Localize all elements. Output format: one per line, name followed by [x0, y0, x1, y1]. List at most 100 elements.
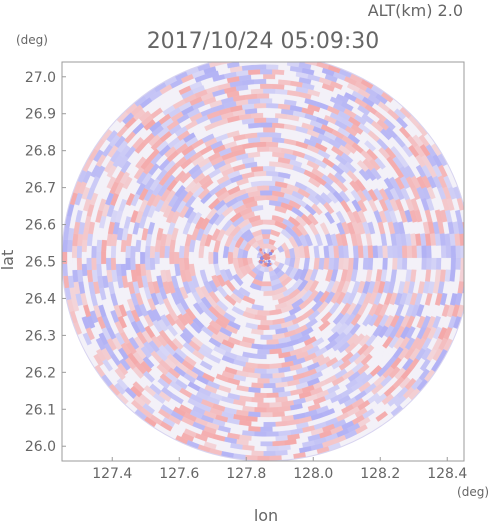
field-cell [250, 112, 264, 119]
field-cell [372, 257, 379, 271]
field-cell [250, 397, 264, 404]
field-cell [460, 245, 464, 258]
field-cell [436, 245, 442, 258]
field-cell [269, 55, 281, 60]
field-cell [66, 251, 72, 265]
y-tick-label: 26.6 [25, 218, 56, 234]
field-cell [445, 245, 452, 258]
field-cell [164, 257, 170, 271]
x-tick-label: 128.0 [293, 466, 333, 482]
x-unit-label: (deg) [457, 485, 489, 499]
field-cell [372, 245, 379, 258]
field-cell [259, 190, 273, 196]
field-cell [208, 251, 214, 265]
field-cell [445, 257, 452, 271]
field-cell [263, 88, 276, 94]
center-speckle [264, 262, 268, 266]
field-cell [263, 165, 276, 172]
field-cell [266, 117, 279, 124]
field-cell [149, 257, 156, 271]
y-tick-label: 27.0 [25, 70, 56, 86]
field-cell [62, 251, 68, 265]
field-cell [76, 245, 82, 258]
field-cell [387, 245, 394, 258]
field-cell [86, 257, 92, 271]
field-cell [401, 257, 408, 271]
field-cell [250, 73, 264, 80]
field-cell [440, 245, 447, 258]
field-cell [459, 209, 464, 223]
field-cell [263, 180, 276, 186]
y-tick-label: 26.9 [25, 107, 56, 123]
field-cell [261, 233, 271, 239]
field-cell [263, 436, 276, 442]
field-cell [250, 436, 264, 442]
field-cell [256, 107, 270, 114]
field-cell [256, 160, 270, 167]
field-cell [259, 151, 273, 157]
field-cell [227, 251, 233, 265]
y-tick-label: 26.4 [25, 291, 56, 307]
x-axis-label: lon [254, 506, 278, 521]
field-cell [459, 292, 464, 306]
field-cell [260, 98, 273, 104]
field-cell [392, 245, 398, 258]
field-cell [262, 271, 270, 278]
field-cell [263, 383, 276, 389]
field-cell [263, 112, 276, 118]
field-cell [457, 221, 464, 235]
field-cell [269, 416, 282, 423]
field-cell [115, 251, 121, 265]
field-cell [96, 251, 102, 265]
field-cell [154, 251, 160, 265]
field-cell [362, 257, 369, 271]
field-cell [431, 257, 437, 271]
field-cell [256, 363, 270, 370]
field-cell [269, 107, 282, 114]
field-cell [411, 257, 418, 271]
field-cell [253, 431, 267, 437]
field-cell [266, 368, 279, 375]
field-cell [253, 445, 267, 452]
field-cell [266, 392, 279, 399]
field-cell [357, 245, 364, 258]
field-cell [221, 62, 234, 65]
field-cell [397, 257, 403, 271]
field-cell [261, 281, 272, 287]
field-cell [266, 64, 279, 70]
field-cell [263, 397, 276, 404]
field-cell [253, 102, 267, 109]
field-cell [455, 245, 462, 258]
field-cell [257, 55, 269, 60]
field-cell [382, 257, 389, 271]
field-cell [262, 238, 270, 244]
field-cell [129, 257, 136, 271]
field-cell [105, 257, 112, 271]
y-tick-label: 26.2 [25, 365, 56, 381]
field-cell [250, 88, 264, 95]
field-cell [281, 55, 294, 61]
x-tick-label: 127.6 [159, 466, 199, 482]
field-cell [416, 257, 423, 271]
y-axis: 26.0 26.1 26.2 26.3 26.4 26.5 26.6 26.7 26.8 26.9… [25, 70, 66, 455]
field-cell [266, 102, 279, 109]
field-cell [110, 245, 117, 258]
field-cell [460, 257, 464, 270]
y-tick-label: 26.7 [25, 181, 56, 197]
field-cell [193, 251, 199, 265]
x-axis: 127.4 127.6 127.8 128.0 128.2 128.4 [92, 457, 467, 482]
field-cell [259, 359, 273, 365]
field-cell [464, 270, 470, 282]
center-speckle [263, 261, 266, 263]
field-cell [263, 344, 276, 350]
field-cell [164, 245, 170, 258]
center-speckle [259, 260, 263, 264]
field-cell [263, 73, 276, 80]
field-cell [188, 251, 194, 265]
field-cell [304, 62, 318, 67]
field-cell [266, 78, 279, 85]
field-cell [459, 269, 464, 283]
field-cell [426, 245, 432, 258]
y-tick-label: 26.5 [25, 255, 56, 271]
field-cell [263, 329, 276, 336]
